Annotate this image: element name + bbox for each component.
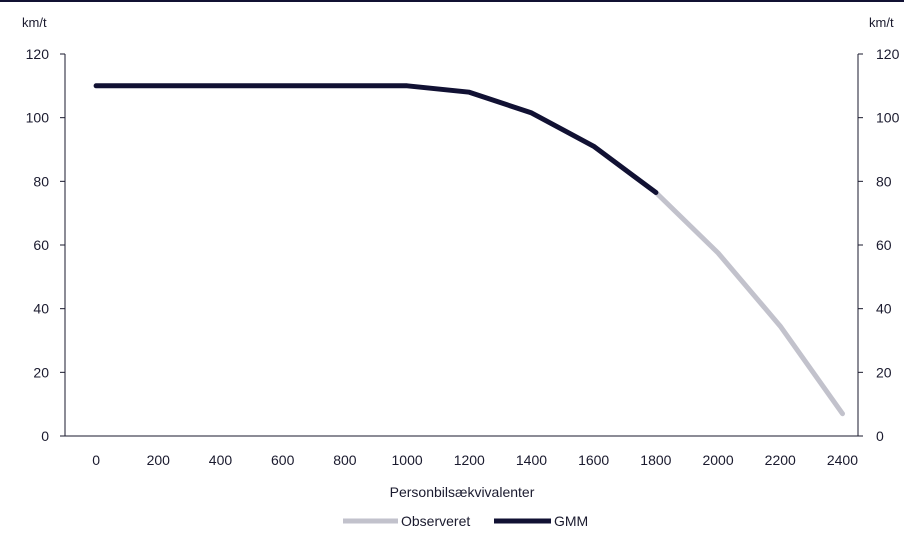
- x-axis-title: Personbilsækvivalenter: [390, 484, 535, 500]
- x-tick-label: 200: [147, 452, 171, 468]
- x-tick-label: 1800: [640, 452, 671, 468]
- series-layer: [93, 83, 845, 417]
- x-tick-label: 1400: [516, 452, 547, 468]
- left-y-tick-label: 60: [33, 237, 49, 253]
- x-tick-label: 1200: [454, 452, 485, 468]
- right-y-tick-label: 40: [876, 301, 892, 317]
- right-y-unit-label: km/t: [869, 15, 894, 30]
- right-y-tick-label: 100: [876, 110, 900, 126]
- left-y-tick-label: 40: [33, 301, 49, 317]
- right-y-tick-label: 60: [876, 237, 892, 253]
- legend-label-gmm: GMM: [554, 513, 588, 529]
- x-tick-label: 0: [92, 452, 100, 468]
- x-tick-label: 600: [271, 452, 295, 468]
- x-tick-label: 2400: [827, 452, 858, 468]
- x-tick-label: 800: [333, 452, 357, 468]
- series-line-observeret: [653, 190, 845, 417]
- right-y-tick-label: 0: [876, 428, 884, 444]
- legend-label-observeret: Observeret: [401, 513, 470, 529]
- left-y-tick-label: 0: [41, 428, 49, 444]
- right-y-tick-label: 80: [876, 173, 892, 189]
- right-y-tick-label: 120: [876, 46, 900, 62]
- x-tick-label: 2000: [702, 452, 733, 468]
- x-tick-label: 1600: [578, 452, 609, 468]
- left-y-tick-label: 20: [33, 364, 49, 380]
- left-y-tick-label: 100: [26, 110, 50, 126]
- left-y-tick-label: 120: [26, 46, 50, 62]
- x-tick-label: 400: [209, 452, 233, 468]
- right-y-tick-label: 20: [876, 364, 892, 380]
- series-line-gmm: [93, 83, 659, 195]
- left-y-unit-label: km/t: [22, 15, 47, 30]
- legend: Observeret GMM: [343, 513, 588, 529]
- x-tick-label: 2200: [765, 452, 796, 468]
- left-y-tick-label: 80: [33, 173, 49, 189]
- x-tick-label: 1000: [392, 452, 423, 468]
